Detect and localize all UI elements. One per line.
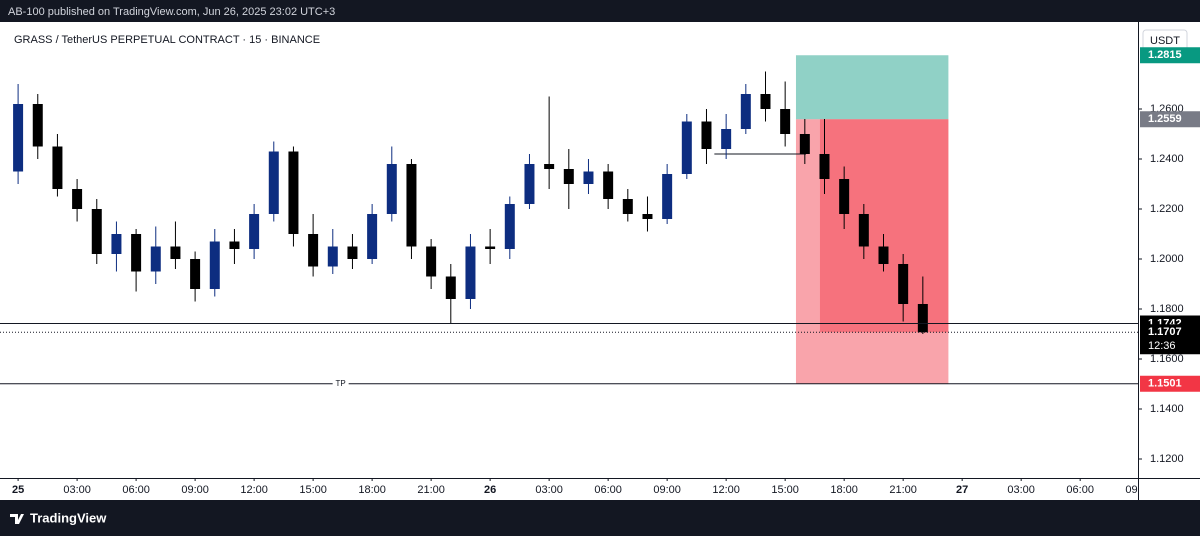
candle-body [819,154,830,179]
candle-body [367,214,378,259]
x-tick-label: 18:00 [830,484,858,496]
candle-body [426,246,437,277]
footer-bar [0,500,1200,536]
candle-body [878,246,889,264]
price-tag-label: 1.2559 [1148,113,1182,125]
y-tick-label: 1.1200 [1150,453,1184,465]
candle-body [583,171,594,184]
tp-label: TP [336,379,346,388]
candle-body [563,169,574,184]
candle-body [760,94,771,109]
candle-body [406,164,417,247]
price-tag [1140,111,1200,128]
candle-body [32,104,43,147]
x-tick-label: 12:00 [712,484,740,496]
x-tick-label: 25 [12,484,24,496]
footer-text: TradingView [30,510,107,525]
candle-body [544,164,555,169]
header-bar [0,0,1200,22]
candle-body [72,189,83,209]
x-tick-label: 15:00 [299,484,327,496]
candle-body [524,164,535,204]
candle-body [917,304,928,333]
x-tick-label: 06:00 [1066,484,1094,496]
y-tick-label: 1.2000 [1150,253,1184,265]
x-tick-label: 09:00 [181,484,209,496]
candle-body [839,179,850,214]
price-axis: 1.1200 1.1400 1.1600 1.1800 1.2000 1.2200 1.24… [1138,47,1200,465]
x-tick-label: 18:00 [358,484,386,496]
candle-body [858,214,869,247]
active-loss-zone [819,119,949,333]
x-tick-label: 12:00 [240,484,268,496]
profit-zone [795,55,949,120]
candle-body [52,146,63,189]
candle-body [662,174,673,219]
y-tick-label: 1.2400 [1150,153,1184,165]
candle-body [681,121,692,174]
y-tick-label: 1.2200 [1150,203,1184,215]
candle-body [229,241,240,249]
candle-body [308,234,319,267]
candle-body [701,121,712,149]
candle-body [740,94,751,129]
chart-title: GRASS / TetherUS PERPETUAL CONTRACT · 15… [14,34,320,46]
chart-bg [0,22,1200,500]
x-tick-label: 03:00 [535,484,563,496]
x-tick-label: 21:00 [889,484,917,496]
candle-body [445,276,456,299]
y-tick-label: 1.1800 [1150,303,1184,315]
x-tick-label: 09:00 [653,484,681,496]
x-tick-label: 03:00 [1007,484,1035,496]
candle-body [504,204,515,249]
countdown: 12:36 [1148,340,1176,352]
price-tag-label: 1.1501 [1148,378,1182,390]
x-tick-label: 21:00 [417,484,445,496]
x-tick-label: 15:00 [771,484,799,496]
x-tick-label: 09:00 [1125,484,1153,496]
candle-body [131,234,142,272]
candle-body [91,209,102,254]
candle-body [603,171,614,199]
candle-body [327,246,338,267]
price-tag-label: 1.2815 [1148,49,1182,61]
candle-body [209,241,220,289]
x-tick-label: 06:00 [594,484,622,496]
price-tag [1140,375,1200,392]
price-tag [1140,324,1200,355]
candle-body [780,109,791,134]
candle-body [721,129,732,149]
candle-body [249,214,260,249]
y-tick-label: 1.1400 [1150,403,1184,415]
candle-body [13,104,24,172]
time-axis: 25 03:00 06:00 09:00 12:00 15:00 18:00 21:00 26 0… [12,478,1153,496]
candle-body [347,246,358,259]
candle-body [190,259,201,289]
logo [10,514,24,524]
header-text: AB-100 published on TradingView.com, Jun… [8,6,335,18]
candle-body [465,246,476,299]
candle-body [642,214,653,219]
currency: USDT [1150,35,1180,47]
candle-body [170,246,181,259]
candle-body [111,234,122,254]
y-tick-label: 1.1600 [1150,353,1184,365]
x-tick-label: 27 [956,484,968,496]
x-tick-label: 06:00 [122,484,150,496]
x-tick-label: 26 [484,484,496,496]
candle-body [386,164,397,214]
candle-body [898,264,909,304]
price-tag-label: 1.1707 [1148,326,1182,338]
candle-body [288,151,299,234]
x-tick-label: 03:00 [63,484,91,496]
candle-body [485,246,496,249]
candle-body [268,151,279,214]
candle-body [150,246,161,272]
plot: TP [0,55,1138,388]
candle-body [622,199,633,214]
price-tag [1140,47,1200,64]
candle-body [799,134,810,154]
